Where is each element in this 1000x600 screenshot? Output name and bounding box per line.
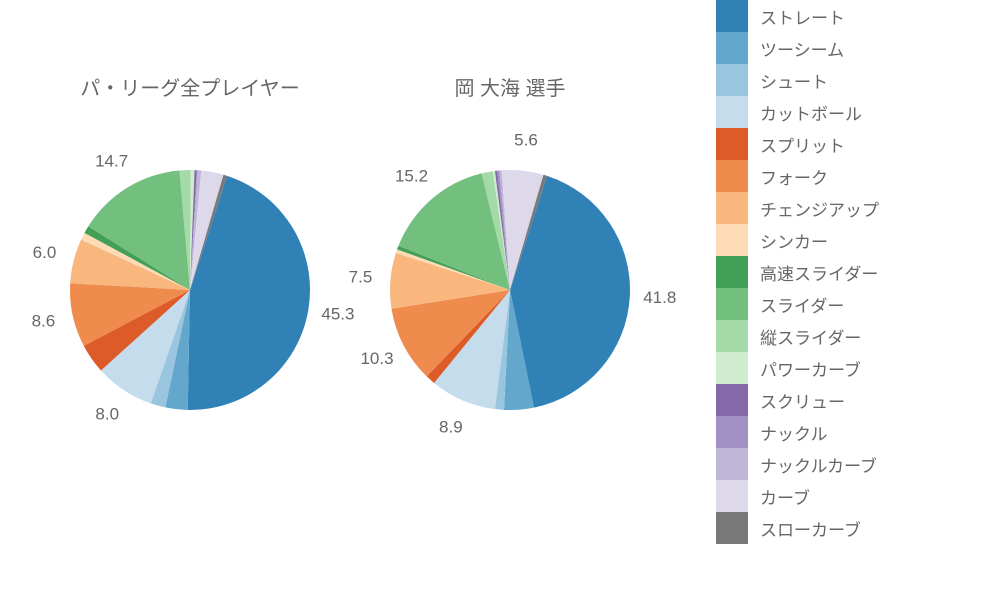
legend-swatch	[716, 352, 748, 384]
legend-swatch	[716, 128, 748, 160]
legend-label: ナックルカーブ	[760, 452, 877, 477]
legend-swatch	[716, 224, 748, 256]
legend-swatch	[716, 480, 748, 512]
legend-label: スプリット	[760, 132, 845, 157]
pie-chart: 41.8 8.9 10.3 7.5 15.2 5.6	[294, 74, 726, 506]
legend-label: パワーカーブ	[760, 356, 861, 381]
legend-swatch	[716, 512, 748, 544]
legend-item: ストレート	[716, 0, 879, 32]
legend-label: スクリュー	[760, 388, 845, 413]
legend-label: カットボール	[760, 100, 862, 125]
legend-label: 縦スライダー	[760, 324, 861, 349]
legend-swatch	[716, 0, 748, 32]
pie-slice-label: 5.6	[514, 130, 538, 149]
legend-item: ナックル	[716, 416, 879, 448]
legend-label: チェンジアップ	[760, 196, 879, 221]
legend-swatch	[716, 448, 748, 480]
legend-label: シュート	[760, 68, 828, 93]
legend-swatch	[716, 384, 748, 416]
legend-label: ストレート	[760, 4, 845, 29]
legend-item: チェンジアップ	[716, 192, 879, 224]
pie-slice-label: 8.9	[439, 417, 463, 436]
legend-item: スプリット	[716, 128, 879, 160]
legend: ストレートツーシームシュートカットボールスプリットフォークチェンジアップシンカー…	[716, 0, 879, 544]
pie-slice-label: 41.8	[643, 288, 676, 307]
legend-label: カーブ	[760, 484, 810, 509]
legend-item: 高速スライダー	[716, 256, 879, 288]
legend-item: シンカー	[716, 224, 879, 256]
legend-item: スクリュー	[716, 384, 879, 416]
pie-slice-label: 7.5	[349, 268, 373, 287]
legend-label: ナックル	[760, 420, 828, 445]
legend-label: スライダー	[760, 292, 844, 317]
legend-swatch	[716, 192, 748, 224]
pie-slice-label: 15.2	[395, 166, 428, 185]
pie-slice-label: 8.6	[32, 311, 56, 330]
legend-label: フォーク	[760, 164, 828, 189]
pie-slice-label: 10.3	[360, 349, 393, 368]
pie-slice-label: 6.0	[33, 243, 57, 262]
legend-label: シンカー	[760, 228, 828, 253]
legend-item: ナックルカーブ	[716, 448, 879, 480]
legend-swatch	[716, 32, 748, 64]
chart-stage: パ・リーグ全プレイヤー45.38.08.66.014.7岡 大海 選手41.88…	[0, 0, 1000, 600]
legend-swatch	[716, 320, 748, 352]
legend-swatch	[716, 160, 748, 192]
legend-label: ツーシーム	[760, 36, 844, 61]
legend-item: スライダー	[716, 288, 879, 320]
pie-slice-label: 14.7	[95, 152, 128, 171]
legend-item: スローカーブ	[716, 512, 879, 544]
legend-item: カーブ	[716, 480, 879, 512]
legend-item: パワーカーブ	[716, 352, 879, 384]
legend-item: カットボール	[716, 96, 879, 128]
pie-slice-label: 8.0	[95, 405, 119, 424]
legend-swatch	[716, 64, 748, 96]
legend-swatch	[716, 96, 748, 128]
legend-swatch	[716, 288, 748, 320]
legend-label: 高速スライダー	[760, 260, 878, 285]
legend-item: シュート	[716, 64, 879, 96]
legend-label: スローカーブ	[760, 516, 861, 541]
legend-swatch	[716, 416, 748, 448]
legend-item: ツーシーム	[716, 32, 879, 64]
legend-item: 縦スライダー	[716, 320, 879, 352]
legend-swatch	[716, 256, 748, 288]
legend-item: フォーク	[716, 160, 879, 192]
